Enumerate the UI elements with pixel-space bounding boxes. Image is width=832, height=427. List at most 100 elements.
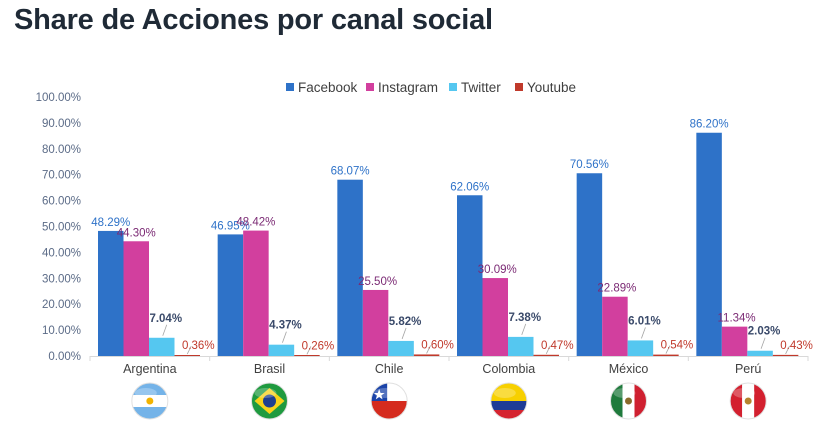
bar-twitter <box>268 344 295 356</box>
data-label-youtube: 0.26% <box>302 340 335 352</box>
legend-item-twitter: Twitter <box>449 80 501 95</box>
data-label-facebook: 48.29% <box>91 217 130 229</box>
legend-swatch-facebook <box>286 83 294 91</box>
colombia-flag-icon <box>490 382 528 420</box>
bar-facebook <box>696 132 722 356</box>
peru-flag-icon <box>729 382 767 420</box>
x-category-label: Chile <box>375 362 404 376</box>
y-tick-label: 0.00% <box>48 351 81 363</box>
argentina-flag-icon <box>131 382 169 420</box>
legend-item-instagram: Instagram <box>366 80 438 95</box>
legend-swatch-instagram <box>366 83 374 91</box>
legend-label-youtube: Youtube <box>527 80 577 95</box>
bar-twitter <box>747 350 773 356</box>
y-tick-label: 50.00% <box>42 222 81 234</box>
bar-youtube <box>413 354 440 356</box>
x-category-label: México <box>609 362 649 376</box>
bar-instagram <box>721 326 748 356</box>
bar-facebook <box>98 230 124 356</box>
bar-twitter <box>149 337 175 356</box>
data-label-youtube: 0.36% <box>182 340 215 352</box>
data-label-facebook: 86.20% <box>690 119 729 131</box>
data-label-facebook: 70.56% <box>570 159 609 171</box>
y-tick-label: 80.00% <box>42 144 81 156</box>
data-label-instagram: 11.34% <box>718 313 756 325</box>
bar-youtube <box>174 355 200 356</box>
data-label-youtube: 0.54% <box>661 340 694 352</box>
data-label-instagram: 44.30% <box>117 227 156 239</box>
y-tick-label: 60.00% <box>42 196 81 208</box>
data-labels: 48.29% 46.95% 68.07% 62.06% 70.56% 86.20% 44.3… <box>91 119 813 355</box>
y-tick-label: 20.00% <box>42 299 81 311</box>
y-tick-label: 90.00% <box>42 118 81 130</box>
data-label-leader <box>545 345 551 354</box>
y-tick-label: 10.00% <box>42 325 81 337</box>
data-label-twitter: 2.03% <box>748 326 781 338</box>
bar-facebook <box>337 179 363 356</box>
bar-instagram <box>123 241 149 356</box>
bar-facebook <box>217 234 244 356</box>
bar-facebook <box>576 173 603 356</box>
legend-item-youtube: Youtube <box>515 80 576 95</box>
data-label-instagram: 25.50% <box>358 276 397 288</box>
x-category-label: Colombia <box>482 362 535 376</box>
data-label-twitter: 7.38% <box>508 312 541 324</box>
data-label-leader <box>306 346 312 355</box>
legend-label-facebook: Facebook <box>298 80 358 95</box>
legend-item-facebook: Facebook <box>286 80 357 95</box>
chile-flag-icon <box>370 382 408 420</box>
data-label-twitter: 7.04% <box>149 313 182 325</box>
data-label-leader <box>162 324 168 336</box>
page-title: Share de Acciones por canal social <box>14 4 493 36</box>
bar-youtube <box>653 354 679 356</box>
y-axis: 0.00% 10.00% 20.00% 30.00% 40.00% 50.00% 60.00… <box>36 92 81 363</box>
bar-instagram <box>243 230 269 356</box>
x-category-label: Argentina <box>123 362 177 376</box>
bar-twitter <box>627 340 654 356</box>
legend-swatch-youtube <box>515 83 523 91</box>
data-label-leader <box>186 345 192 355</box>
data-label-twitter: 6.01% <box>628 315 661 327</box>
bar-instagram <box>482 278 508 356</box>
y-tick-label: 40.00% <box>42 247 81 259</box>
data-label-instagram: 48.42% <box>236 217 275 229</box>
data-label-leader <box>760 337 766 349</box>
data-label-leader <box>665 345 671 354</box>
data-label-leader <box>401 327 407 340</box>
data-label-facebook: 46.95% <box>211 220 250 232</box>
bar-facebook <box>457 195 483 356</box>
data-label-youtube: 0.60% <box>421 339 454 351</box>
legend-label-instagram: Instagram <box>378 80 439 95</box>
y-tick-label: 100.00% <box>36 92 81 104</box>
bar-instagram <box>602 296 628 356</box>
data-label-youtube: 0.47% <box>541 340 574 352</box>
bar-twitter <box>508 336 534 356</box>
data-label-instagram: 22.89% <box>597 283 636 295</box>
data-label-facebook: 68.07% <box>331 166 370 178</box>
x-category-label: Perú <box>735 362 761 376</box>
legend-swatch-twitter <box>449 83 457 91</box>
data-label-leader <box>641 327 646 339</box>
data-label-twitter: 5.82% <box>389 316 422 328</box>
x-category-label: Brasil <box>254 362 285 376</box>
data-label-twitter: 4.37% <box>269 320 302 332</box>
bar-youtube <box>772 354 799 356</box>
bar-instagram <box>362 289 389 356</box>
bar-twitter <box>388 340 414 356</box>
bars <box>98 132 799 356</box>
data-label-youtube: 0.43% <box>780 340 813 352</box>
legend-label-twitter: Twitter <box>461 80 501 95</box>
data-label-leader <box>785 345 790 355</box>
mexico-flag-icon <box>610 382 647 420</box>
flags <box>131 382 767 420</box>
data-label-leader <box>521 323 527 336</box>
y-tick-label: 30.00% <box>42 273 81 285</box>
chart-legend: Facebook Instagram Twitter Youtube <box>0 80 832 100</box>
data-label-leader <box>282 331 287 343</box>
bar-youtube <box>294 355 320 356</box>
bar-youtube <box>533 354 559 356</box>
brazil-flag-icon <box>251 382 288 420</box>
x-axis: Argentina Brasil Chile Colombia México Perú <box>89 356 809 376</box>
data-label-leader <box>426 345 431 354</box>
